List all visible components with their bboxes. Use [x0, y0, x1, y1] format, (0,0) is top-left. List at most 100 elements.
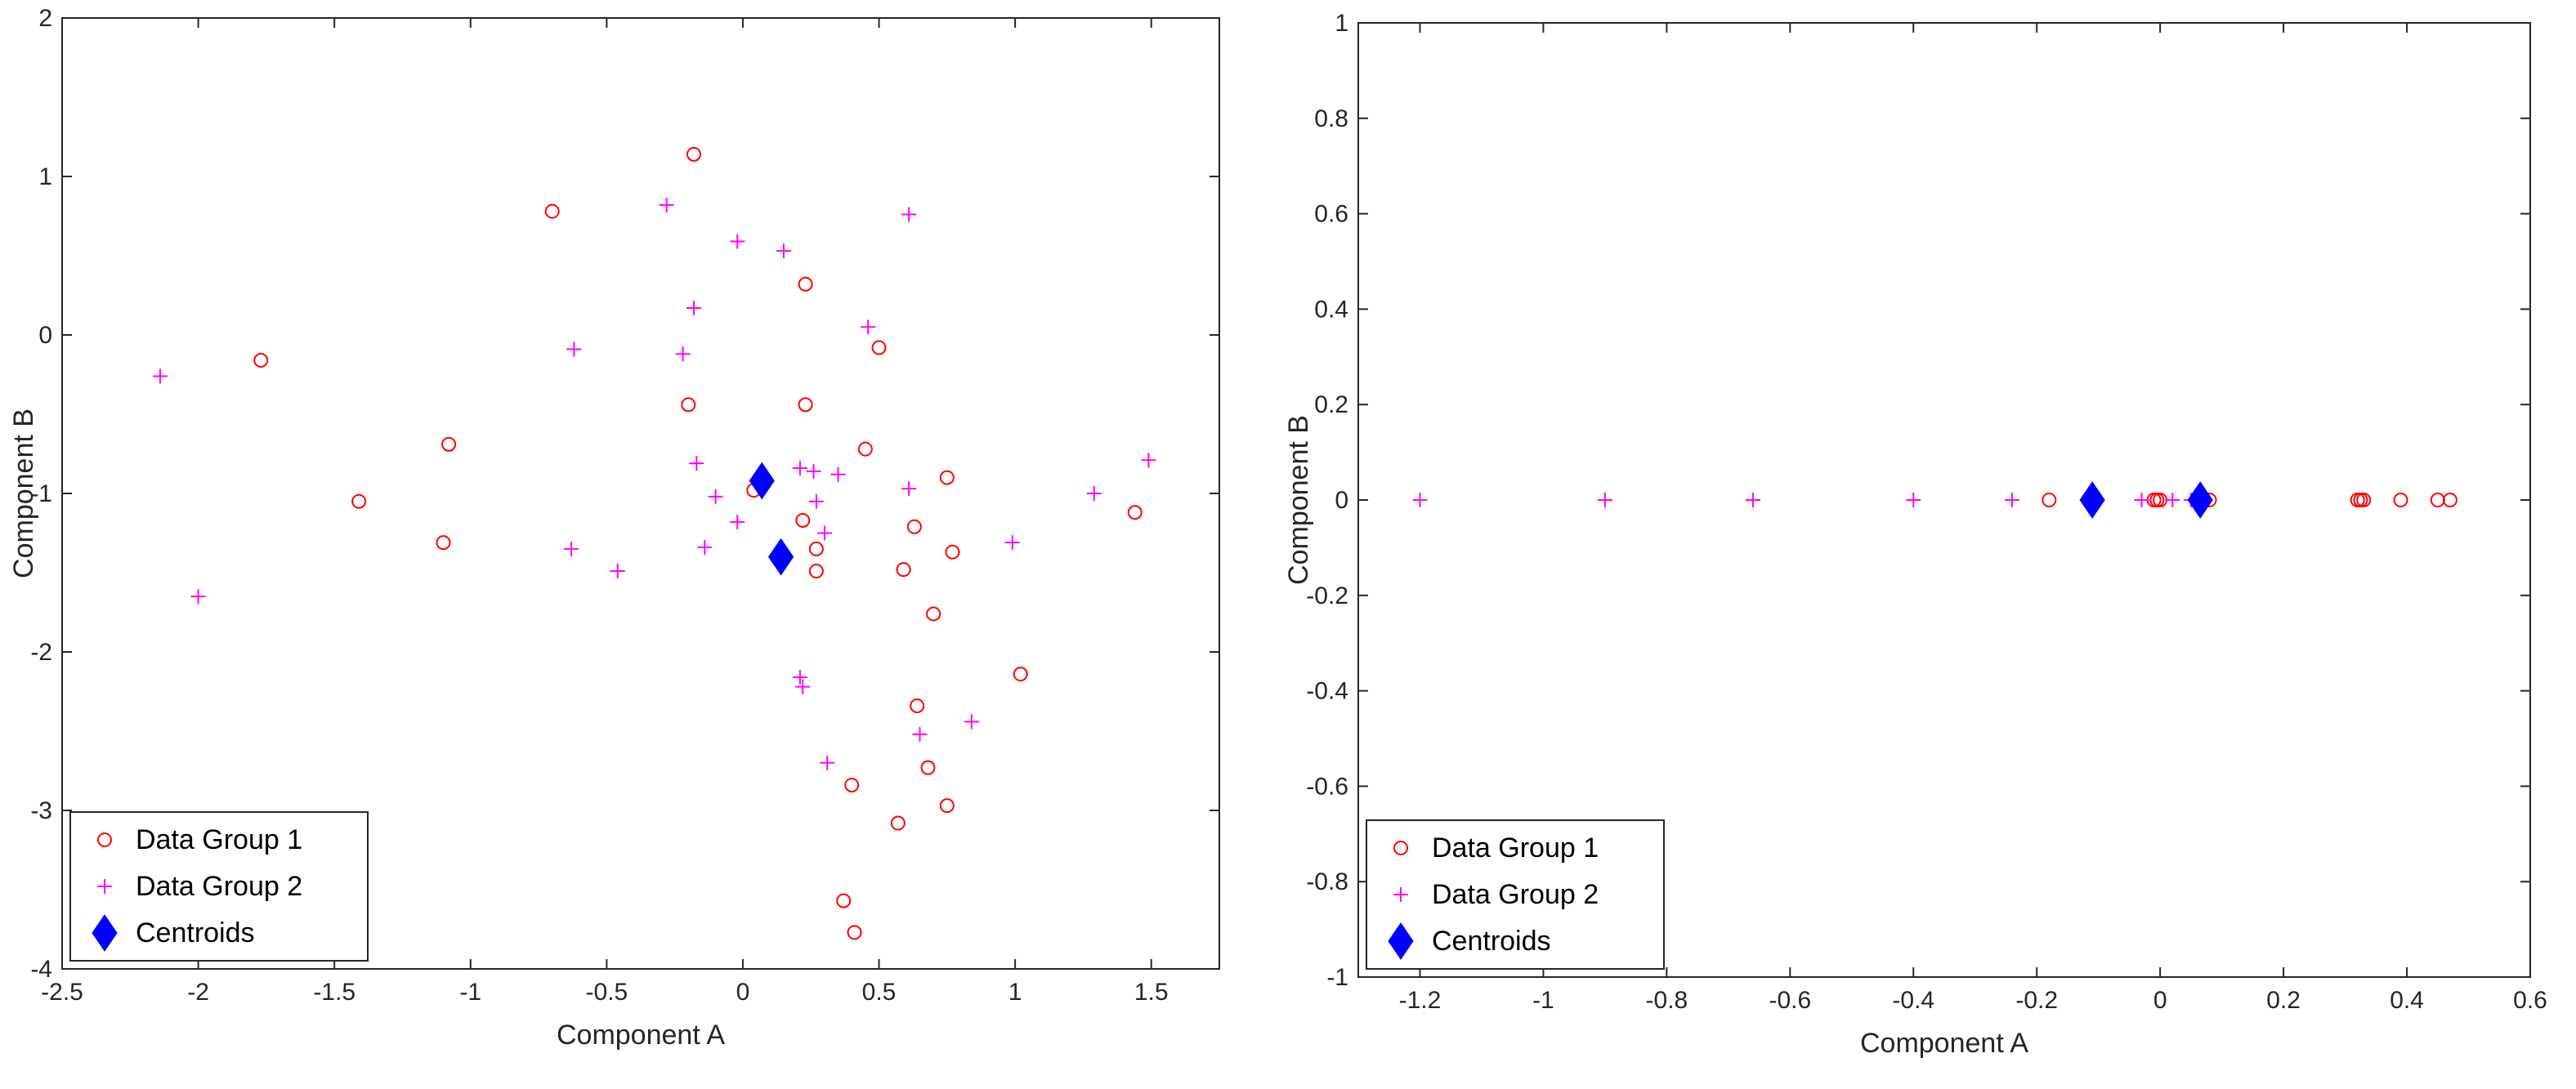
data-point — [795, 679, 811, 694]
data-point — [1013, 667, 1028, 682]
y-tick-label: -2 — [30, 639, 52, 666]
data-point — [939, 798, 955, 814]
x-tick-label: 0.4 — [2390, 987, 2424, 1014]
x-tick-label: 0.5 — [862, 979, 897, 1006]
data-point — [767, 538, 794, 576]
data-point — [2165, 493, 2180, 507]
legend-marker — [92, 914, 118, 952]
legend: Data Group 1 Data Group 2 Centroids — [1366, 819, 1665, 970]
legend-label: Centroids — [1432, 926, 1551, 957]
x-tick-label: -1 — [459, 979, 481, 1006]
data-point — [2442, 493, 2457, 507]
data-point — [808, 493, 824, 509]
x-tick-label: 0 — [736, 979, 750, 1006]
x-tick-label: -2.5 — [41, 979, 83, 1006]
legend-box — [69, 811, 369, 962]
data-point — [901, 481, 917, 497]
x-tick-label: -0.2 — [2015, 987, 2058, 1014]
data-point — [896, 562, 911, 578]
y-tick-label: 2 — [38, 5, 52, 32]
data-point — [2393, 493, 2408, 507]
data-point — [2356, 493, 2372, 507]
legend-marker — [1388, 922, 1414, 960]
series-data-group-1 — [2042, 493, 2457, 507]
data-point — [844, 777, 860, 792]
x-tick-label: 0 — [2153, 987, 2167, 1014]
data-point — [1412, 493, 1428, 507]
data-point — [441, 436, 457, 452]
data-point — [901, 207, 917, 222]
data-point — [2042, 493, 2057, 507]
legend-label: Data Group 2 — [136, 871, 302, 902]
plot-area — [61, 17, 1220, 970]
data-point — [847, 925, 862, 940]
y-tick-label: -0.6 — [1306, 773, 1348, 800]
data-point — [1746, 493, 1761, 507]
data-point — [253, 353, 269, 368]
chart-2: -1.2 -1 -0.8 -0.6 -0.4 -0.2 0 0.2 0.4 0.6 -1 -0.8 -0… — [1283, 10, 2547, 1059]
data-point — [686, 146, 701, 162]
data-point — [708, 489, 723, 504]
data-point — [1906, 493, 1921, 507]
data-point — [697, 539, 713, 555]
x-tick-label: -1 — [1532, 987, 1554, 1014]
y-axis-label: Component B — [8, 408, 39, 578]
y-tick-label: -4 — [30, 956, 52, 983]
y-tick-label: 0.2 — [1314, 391, 1348, 418]
data-point — [906, 519, 922, 534]
legend-marker — [1393, 841, 1408, 855]
data-point — [1597, 493, 1612, 507]
data-point — [912, 726, 928, 742]
data-point — [2187, 481, 2213, 519]
data-point — [776, 243, 791, 259]
data-point — [681, 397, 696, 413]
y-tick-label: 0.4 — [1314, 296, 1348, 323]
data-point — [890, 815, 906, 831]
x-tick-label: 1.5 — [1134, 979, 1169, 1006]
x-tick-label: 0.2 — [2266, 987, 2301, 1014]
data-point — [830, 466, 846, 482]
data-point — [792, 460, 807, 475]
data-point — [939, 470, 955, 485]
data-point — [945, 544, 960, 560]
legend-marker — [97, 879, 112, 894]
series-data-group-2 — [152, 197, 1156, 770]
plot-area — [1357, 22, 2531, 978]
data-point — [1004, 535, 1020, 551]
x-axis-label: Component A — [1860, 1028, 2028, 1059]
data-point — [2005, 493, 2020, 507]
data-point — [857, 441, 873, 457]
y-axis-label: Component B — [1283, 415, 1314, 585]
data-point — [659, 197, 674, 212]
data-point — [806, 463, 821, 479]
legend-label: Data Group 1 — [1432, 832, 1599, 864]
y-tick-label: 0.8 — [1314, 105, 1348, 132]
y-tick-label: 0 — [38, 322, 52, 349]
y-tick-label: -1 — [30, 480, 52, 507]
data-point — [926, 606, 941, 622]
series-data-group-1 — [253, 146, 1143, 940]
y-tick-label: 0.6 — [1314, 201, 1348, 228]
data-point — [820, 755, 835, 770]
data-point — [861, 319, 876, 335]
data-point — [544, 203, 560, 219]
data-point — [816, 525, 832, 541]
data-point — [920, 760, 936, 775]
x-tick-label: -1.5 — [313, 979, 356, 1006]
chart-1: -2.5 -2 -1.5 -1 -0.5 0 0.5 1 1.5 -4 -3 -2 -1 0 1 2 Compo… — [8, 5, 1220, 1051]
y-tick-label: -1 — [1326, 964, 1348, 991]
data-point — [152, 368, 168, 384]
data-point — [351, 493, 367, 509]
y-tick-label: 1 — [1335, 10, 1348, 37]
data-point — [910, 698, 925, 713]
x-tick-label: -0.4 — [1892, 987, 1934, 1014]
data-point — [798, 276, 813, 292]
x-tick-label: -0.6 — [1769, 987, 1811, 1014]
y-tick-label: -0.8 — [1306, 868, 1348, 895]
x-tick-label: -2 — [187, 979, 209, 1006]
data-point — [871, 340, 887, 355]
data-point — [2134, 493, 2149, 507]
legend-label: Data Group 1 — [136, 824, 302, 855]
x-tick-label: 0.6 — [2513, 987, 2547, 1014]
